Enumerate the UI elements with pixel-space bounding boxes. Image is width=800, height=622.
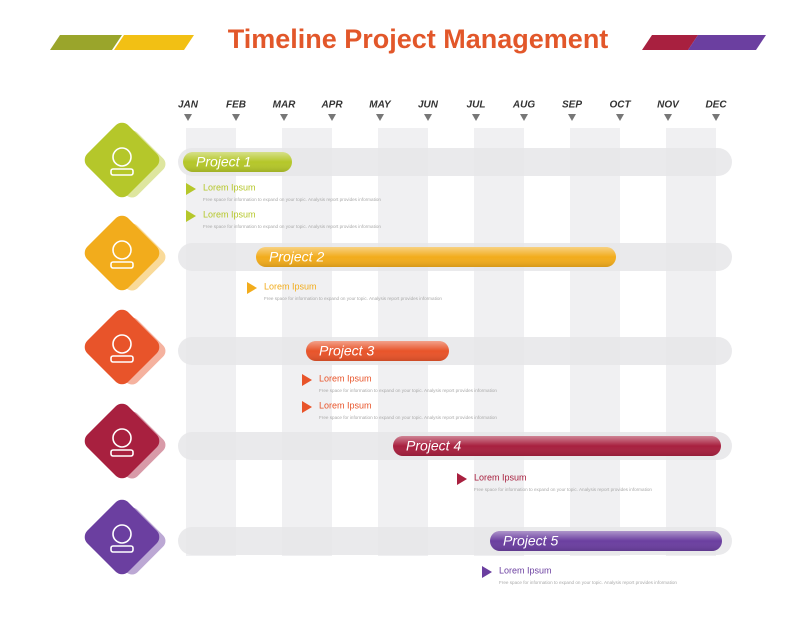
month-label: FEB	[226, 100, 246, 111]
item-text: Free space for information to expand on …	[203, 224, 381, 229]
track	[178, 337, 732, 365]
track	[178, 148, 732, 176]
header-stripe	[688, 35, 766, 50]
item-text: Free space for information to expand on …	[203, 197, 381, 202]
month-marker	[712, 114, 720, 121]
month-label: JAN	[178, 100, 199, 111]
bar-gloss	[183, 152, 292, 172]
item-heading: Lorem Ipsum	[474, 472, 527, 482]
icon-diamond	[84, 309, 160, 385]
project-name: Project 3	[319, 343, 374, 359]
icon-diamond	[84, 215, 160, 291]
item-text: Free space for information to expand on …	[474, 487, 652, 492]
icon-glyph	[110, 355, 134, 363]
item-text: Free space for information to expand on …	[499, 580, 677, 585]
project-name: Project 1	[196, 154, 251, 170]
icon-glyph	[112, 428, 132, 448]
header-stripe	[642, 35, 698, 50]
month-marker	[280, 114, 288, 121]
bar-gloss	[256, 247, 616, 267]
month-marker	[568, 114, 576, 121]
month-marker	[184, 114, 192, 121]
bar-gloss	[490, 531, 722, 551]
icon-glyph	[112, 524, 132, 544]
item-heading: Lorem Ipsum	[203, 182, 256, 192]
icon-glyph	[112, 240, 132, 260]
project-name: Project 4	[406, 438, 461, 454]
item-heading: Lorem Ipsum	[264, 281, 317, 291]
month-marker	[376, 114, 384, 121]
item-text: Free space for information to expand on …	[319, 388, 497, 393]
item-arrow	[302, 401, 312, 413]
content: JAN FEB MAR APR MAY JUN JUL AUG SEP OCT NOV DEC Proj…	[84, 100, 732, 585]
month-label: AUG	[512, 100, 535, 111]
month-label: NOV	[657, 100, 680, 111]
month-label: APR	[320, 100, 343, 111]
item-arrow	[482, 566, 492, 578]
item-arrow	[457, 473, 467, 485]
icon-diamond	[84, 499, 160, 575]
header-stripe	[50, 35, 122, 50]
item-arrow	[186, 183, 196, 195]
icon-glyph	[112, 147, 132, 167]
icon-glyph	[112, 334, 132, 354]
item-arrow	[247, 282, 257, 294]
item-arrow	[302, 374, 312, 386]
month-label: SEP	[562, 100, 582, 111]
header-stripe	[114, 35, 194, 50]
month-label: MAR	[273, 100, 297, 111]
icon-glyph	[110, 261, 134, 269]
item-arrow	[186, 210, 196, 222]
title: Timeline Project Management	[228, 24, 609, 54]
month-marker	[472, 114, 480, 121]
icon-glyph	[110, 449, 134, 457]
bar-gloss	[393, 436, 721, 456]
month-marker	[328, 114, 336, 121]
month-marker	[232, 114, 240, 121]
item-text: Free space for information to expand on …	[319, 415, 497, 420]
month-marker	[424, 114, 432, 121]
month-marker	[520, 114, 528, 121]
item-text: Free space for information to expand on …	[264, 296, 442, 301]
bar-gloss	[306, 341, 449, 361]
icon-diamond	[84, 122, 160, 198]
icon-glyph	[110, 545, 134, 553]
icon-glyph	[110, 168, 134, 176]
item-heading: Lorem Ipsum	[203, 209, 256, 219]
month-label: DEC	[705, 100, 727, 111]
month-marker	[664, 114, 672, 121]
month-label: JUL	[467, 100, 486, 111]
item-heading: Lorem Ipsum	[319, 373, 372, 383]
item-heading: Lorem Ipsum	[319, 400, 372, 410]
month-label: JUN	[418, 100, 439, 111]
project-name: Project 5	[503, 533, 558, 549]
icon-diamond	[84, 403, 160, 479]
month-label: OCT	[609, 100, 631, 111]
project-name: Project 2	[269, 249, 324, 265]
month-label: MAY	[369, 100, 392, 111]
item-heading: Lorem Ipsum	[499, 565, 552, 575]
month-marker	[616, 114, 624, 121]
